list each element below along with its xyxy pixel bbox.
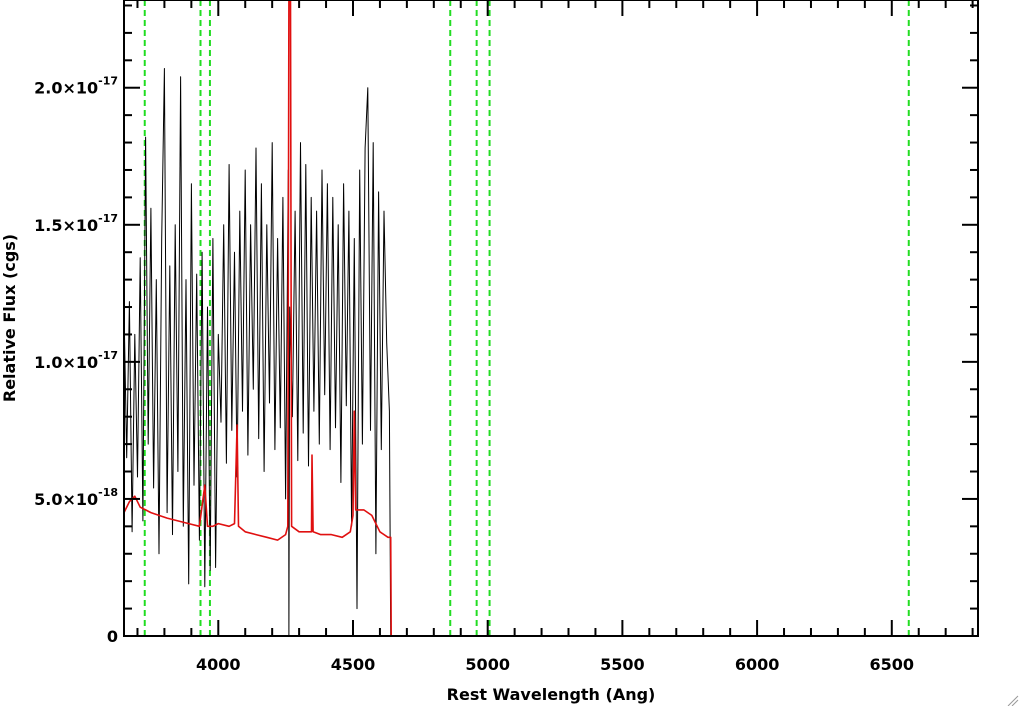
y-axis-title: Relative Flux (cgs) <box>0 234 19 402</box>
spectrum-series <box>124 0 978 636</box>
series-line-1 <box>124 0 978 636</box>
x-tick-label: 6500 <box>870 655 915 674</box>
y-tick-label: 5.0×10-18 <box>34 486 118 509</box>
plot-frame <box>123 0 979 637</box>
x-tick-label: 4000 <box>196 655 241 674</box>
y-tick-label: 1.5×10-17 <box>34 212 118 235</box>
x-tick-label: 4500 <box>331 655 376 674</box>
reference-lines <box>143 0 910 636</box>
y-tick-label: 2.0×10-17 <box>34 75 118 98</box>
resize-grip-icon[interactable] <box>1007 695 1019 706</box>
x-tick-label: 5500 <box>600 655 645 674</box>
y-tick-label: 0 <box>107 627 118 646</box>
series-line-0 <box>124 68 392 636</box>
x-axis-title: Rest Wavelength (Ang) <box>447 685 656 704</box>
y-axis-ticks: 0 5.0×10-18 1.0×10-17 1.5×10-17 2.0×10-17 <box>34 4 978 646</box>
y-tick-label: 1.0×10-17 <box>34 349 118 372</box>
x-tick-label: 5000 <box>465 655 510 674</box>
x-tick-label: 6000 <box>735 655 780 674</box>
x-axis-ticks: 4000 4500 5000 5500 6000 6500 <box>136 0 974 674</box>
